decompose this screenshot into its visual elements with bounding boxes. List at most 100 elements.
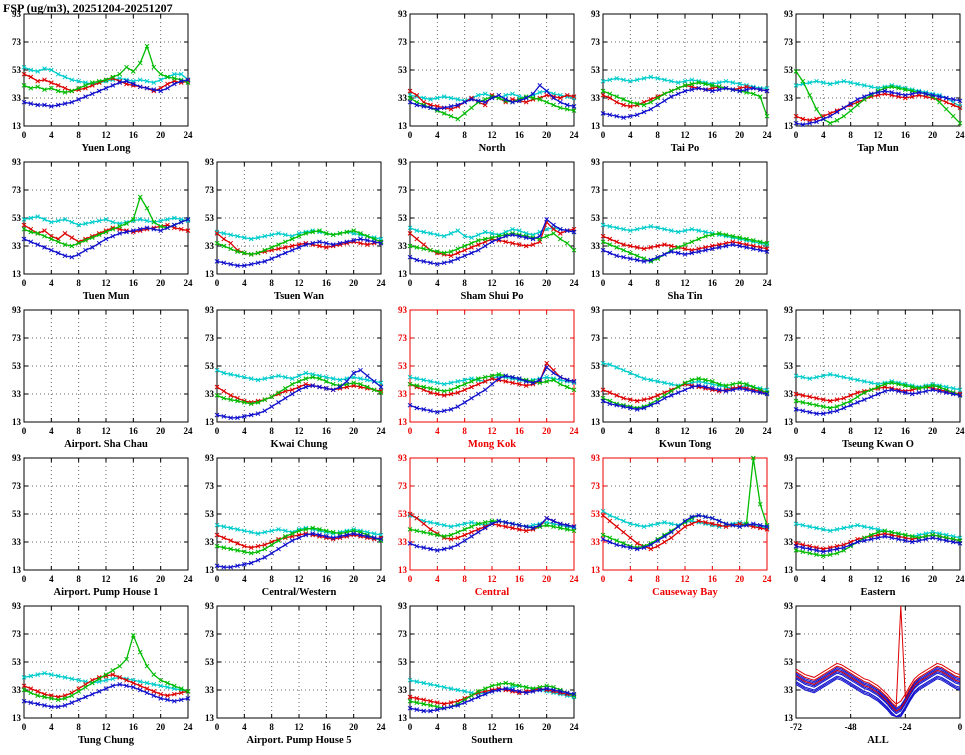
series-markers-20251204 [600, 222, 770, 247]
y-tick-label: 53 [12, 213, 22, 223]
x-tick-label: 24 [570, 574, 580, 584]
x-tick-label: 24 [377, 574, 387, 584]
x-tick-label: 8 [462, 278, 467, 288]
chart-title: Tai Po [671, 143, 700, 154]
plot-area: 13 33 53 73 93 0 4 8 12 16 20 24 Sham Shui Po [398, 157, 579, 302]
x-tick-label: 12 [295, 426, 305, 436]
x-tick-label: 20 [156, 574, 166, 584]
x-tick-label: 8 [462, 722, 467, 732]
series-markers-20251207 [214, 367, 384, 421]
series-markers-20251205 [21, 71, 191, 94]
chart-title: Southern [471, 735, 513, 746]
x-tick-label: 24 [956, 130, 965, 140]
chart-title: North [479, 143, 506, 154]
y-tick-label: 73 [784, 37, 794, 47]
y-tick-label: 93 [398, 9, 408, 19]
x-tick-label: 20 [542, 278, 552, 288]
plot-area: 13 33 53 73 93 0 4 8 12 16 20 24 Central [398, 453, 580, 598]
chart-airport-pump-house-5: 13 33 53 73 93 0 4 8 12 16 20 24 Airport. Pump House… [193, 600, 386, 747]
x-tick-label: 16 [322, 278, 332, 288]
x-tick-label: 20 [735, 574, 745, 584]
y-tick-label: 73 [12, 333, 22, 343]
x-tick-label: 12 [681, 278, 691, 288]
series-markers-20251205 [214, 531, 384, 550]
x-tick-label: 20 [349, 426, 359, 436]
x-tick-label: 0 [215, 722, 220, 732]
y-tick-label: 53 [784, 361, 794, 371]
x-tick-label: 4 [242, 722, 247, 732]
x-tick-label: 8 [655, 574, 660, 584]
x-tick-label: 16 [322, 426, 332, 436]
plot-area: 13 33 53 73 93 0 4 8 12 16 20 24 Kwun Tong [591, 305, 772, 450]
y-tick-label: 93 [12, 157, 22, 167]
series-markers-20251206 [407, 94, 577, 122]
y-tick-label: 33 [398, 685, 408, 695]
y-tick-label: 73 [12, 629, 22, 639]
y-tick-label: 33 [398, 93, 408, 103]
x-tick-label: 8 [269, 722, 274, 732]
x-tick-label: 20 [928, 426, 938, 436]
y-tick-label: 73 [784, 481, 794, 491]
y-tick-label: 13 [398, 713, 408, 723]
series-markers-20251206 [214, 374, 384, 407]
x-tick-label: 24 [763, 574, 773, 584]
x-tick-label: 8 [462, 130, 467, 140]
x-tick-label: 20 [349, 574, 359, 584]
y-tick-label: 53 [12, 361, 22, 371]
x-tick-label: 16 [901, 426, 911, 436]
series-line-roadside-1 [795, 605, 961, 708]
plot-area: 13 33 53 73 93 0 4 8 12 16 20 24 Yuen Long [12, 9, 193, 154]
x-tick-label: 0 [408, 722, 413, 732]
chart-central-western: 13 33 53 73 93 0 4 8 12 16 20 24 Central/Western [193, 452, 386, 599]
plot-area: 13 33 53 73 93 0 4 8 12 16 20 24 Tai Po [591, 9, 773, 154]
x-tick-label: 8 [655, 278, 660, 288]
y-tick-label: 13 [784, 713, 794, 723]
series-markers-20251206 [214, 525, 384, 556]
chart-title: Eastern [861, 587, 896, 598]
series-markers-20251207 [600, 85, 770, 120]
x-tick-label: 20 [156, 722, 166, 732]
chart-title: Causeway Bay [652, 587, 718, 598]
x-tick-label: 4 [49, 130, 54, 140]
chart-title: Sham Shui Po [460, 291, 523, 302]
x-tick-label: 24 [763, 130, 773, 140]
y-tick-label: 33 [205, 389, 215, 399]
series-markers-20251206 [407, 231, 577, 256]
chart-southern: 13 33 53 73 93 0 4 8 12 16 20 24 Southern [386, 600, 579, 747]
series-line-general-1 [795, 671, 961, 714]
x-tick-label: 4 [628, 426, 633, 436]
series-markers-20251207 [407, 365, 577, 415]
x-tick-label: 20 [928, 574, 938, 584]
series-markers-20251205 [21, 672, 191, 700]
y-tick-label: 93 [12, 453, 22, 463]
y-tick-label: 13 [12, 565, 22, 575]
y-tick-label: 53 [398, 657, 408, 667]
plot-area: 13 33 53 73 93 -72 -48 -24 0 ALL [784, 601, 963, 746]
y-tick-label: 33 [12, 389, 22, 399]
x-tick-label: 4 [435, 426, 440, 436]
y-tick-label: 13 [398, 269, 408, 279]
y-tick-label: 53 [12, 509, 22, 519]
plot-area: 13 33 53 73 93 0 4 8 12 16 20 24 Tuen Mun [12, 157, 193, 302]
x-tick-label: 20 [735, 278, 745, 288]
y-tick-label: 53 [591, 509, 601, 519]
series-line-general-3 [795, 667, 961, 709]
series-markers-20251207 [600, 383, 770, 412]
chart-all: 13 33 53 73 93 -72 -48 -24 0 ALL [772, 600, 965, 747]
y-tick-label: 93 [591, 453, 601, 463]
x-tick-label: 24 [570, 130, 580, 140]
x-tick-label: 12 [102, 574, 112, 584]
chart-airport-pump-house-1: 13 33 53 73 93 0 4 8 12 16 20 24 Airport. Pump House… [0, 452, 193, 599]
x-tick-label: 12 [681, 426, 691, 436]
x-tick-label: 8 [655, 426, 660, 436]
plot-area: 13 33 53 73 93 0 4 8 12 16 20 24 Mong Kok [398, 305, 580, 450]
plot-area: 13 33 53 73 93 0 4 8 12 16 20 24 Central/Western [205, 453, 387, 598]
x-tick-label: 24 [570, 426, 580, 436]
x-tick-label: 16 [708, 130, 718, 140]
chart-causeway-bay: 13 33 53 73 93 0 4 8 12 16 20 24 Causeway Bay [579, 452, 772, 599]
y-tick-label: 53 [591, 213, 601, 223]
series-line-general-6 [795, 668, 961, 711]
x-tick-label: 0 [958, 722, 963, 732]
x-tick-label: 4 [628, 574, 633, 584]
y-tick-label: 93 [12, 9, 22, 19]
